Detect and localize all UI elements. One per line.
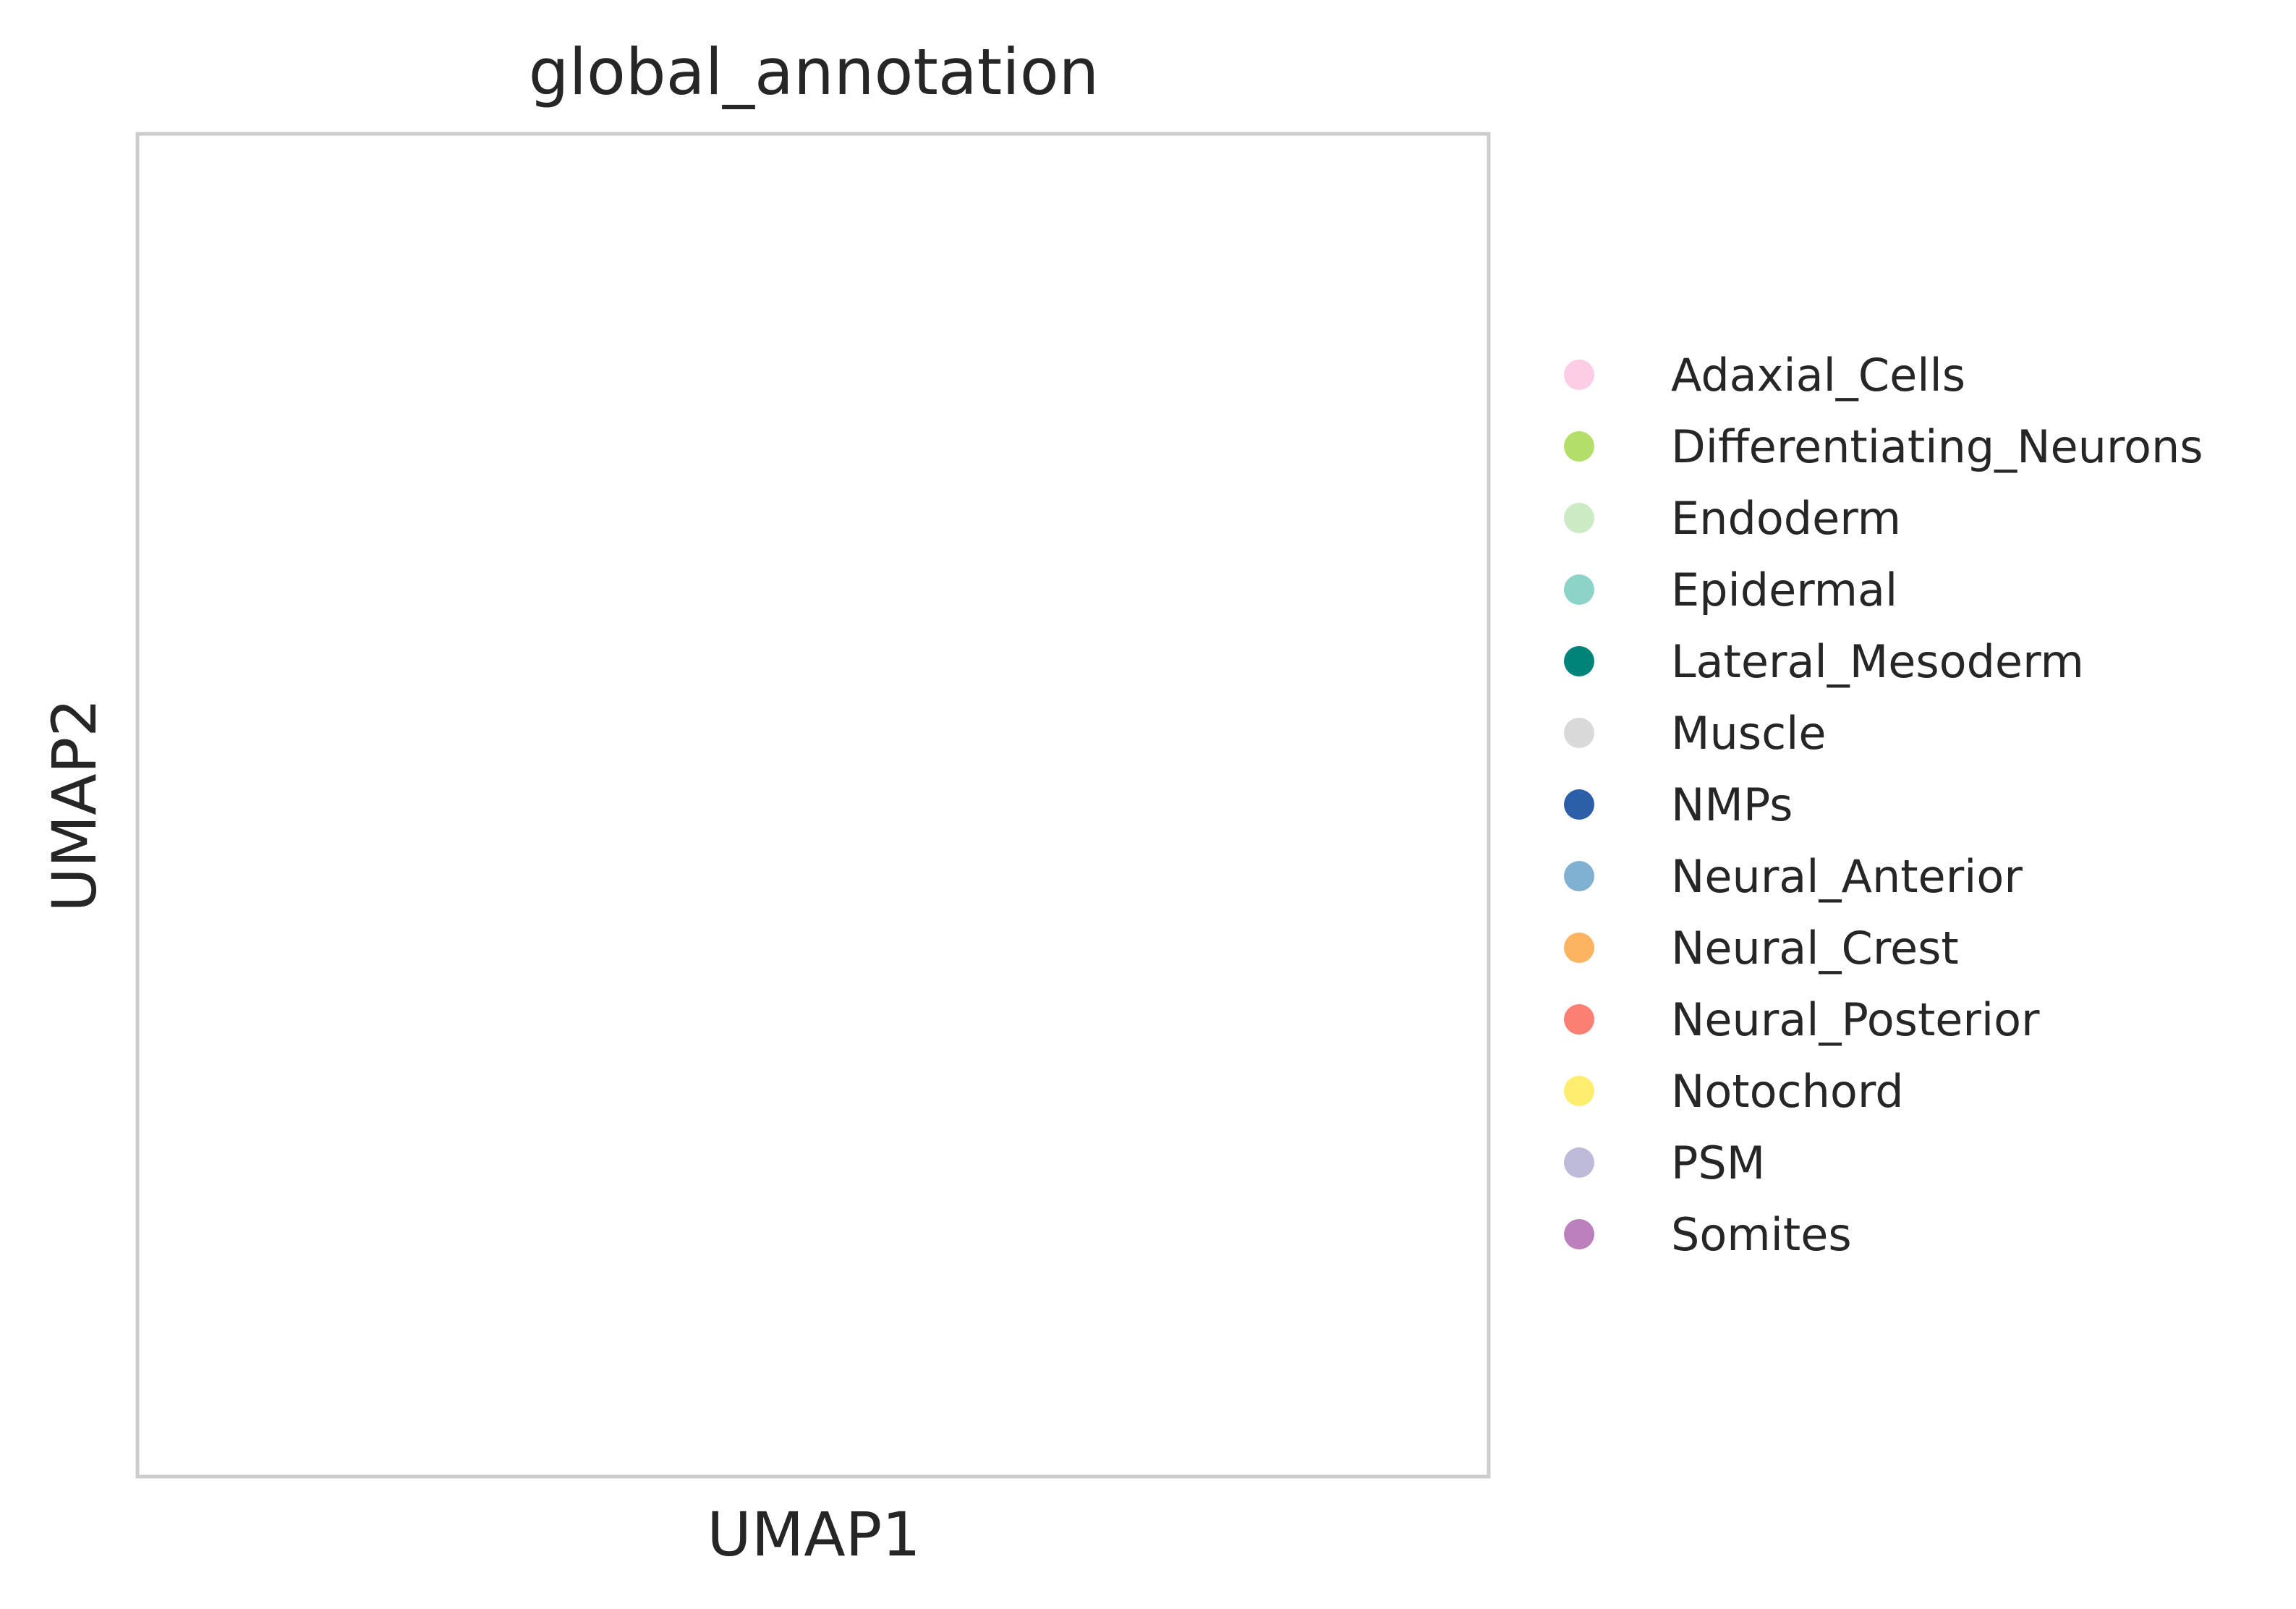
plot-frame bbox=[135, 132, 1491, 1479]
legend-label-notochord: Notochord bbox=[1671, 1065, 1904, 1118]
legend-marker-somites bbox=[1564, 1219, 1594, 1249]
legend-marker-differentiating-neurons bbox=[1564, 431, 1594, 462]
chart-title: global_annotation bbox=[529, 35, 1100, 109]
legend-label-epidermal: Epidermal bbox=[1671, 564, 1897, 616]
legend-label-endoderm: Endoderm bbox=[1671, 492, 1901, 545]
legend-label-somites: Somites bbox=[1671, 1208, 1852, 1261]
legend-label-nmps: NMPs bbox=[1671, 778, 1793, 831]
legend-label-adaxial-cells: Adaxial_Cells bbox=[1671, 349, 1965, 402]
legend-marker-muscle bbox=[1564, 718, 1594, 748]
x-axis-label: UMAP1 bbox=[707, 1499, 921, 1570]
legend-marker-endoderm bbox=[1564, 503, 1594, 533]
legend-label-psm: PSM bbox=[1671, 1137, 1765, 1189]
legend-label-muscle: Muscle bbox=[1671, 707, 1827, 760]
legend: Adaxial_Cells Differentiating_Neurons Endo… bbox=[1564, 349, 2203, 1261]
legend-marker-neural-anterior bbox=[1564, 861, 1594, 891]
legend-marker-nmps bbox=[1564, 789, 1594, 820]
legend-label-neural-anterior: Neural_Anterior bbox=[1671, 850, 2023, 903]
y-axis-label: UMAP2 bbox=[39, 698, 110, 912]
legend-label-lateral-mesoderm: Lateral_Mesoderm bbox=[1671, 635, 2084, 688]
legend-marker-epidermal bbox=[1564, 574, 1594, 605]
legend-label-neural-posterior: Neural_Posterior bbox=[1671, 993, 2040, 1046]
legend-label-differentiating-neurons: Differentiating_Neurons bbox=[1671, 420, 2203, 473]
legend-marker-notochord bbox=[1564, 1076, 1594, 1106]
legend-label-neural-crest: Neural_Crest bbox=[1671, 922, 1959, 975]
legend-marker-psm bbox=[1564, 1147, 1594, 1178]
legend-marker-adaxial-cells bbox=[1564, 360, 1594, 390]
legend-marker-neural-posterior bbox=[1564, 1004, 1594, 1035]
legend-marker-lateral-mesoderm bbox=[1564, 646, 1594, 676]
legend-marker-neural-crest bbox=[1564, 933, 1594, 963]
